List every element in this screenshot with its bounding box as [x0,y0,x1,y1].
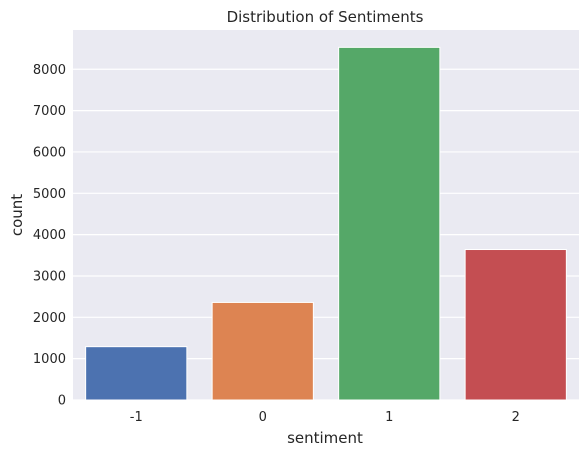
x-tick-label: 1 [385,410,393,425]
bars [85,46,567,401]
y-axis-label: count [8,194,26,236]
bar-sentiment-1 [338,46,441,401]
y-tick-label: 1000 [33,352,66,367]
x-tick-label: 0 [259,410,267,425]
x-tick-labels: -1 0 1 2 [130,410,520,425]
y-tick-label: 3000 [33,269,66,284]
y-tick-label: 7000 [33,104,66,119]
x-axis-label: sentiment [287,429,363,447]
bar-sentiment-0 [211,301,314,401]
chart-title: Distribution of Sentiments [227,8,424,26]
bar-sentiment-2 [464,249,567,401]
y-tick-label: 2000 [33,311,66,326]
y-tick-label: 6000 [33,145,66,160]
y-tick-labels: 0 1000 2000 3000 4000 5000 6000 7000 8000 [33,63,66,409]
y-tick-label: 8000 [33,63,66,78]
y-tick-label: 4000 [33,228,66,243]
bar-sentiment--1 [85,346,188,401]
x-tick-label: 2 [512,410,520,425]
y-tick-label: 5000 [33,187,66,202]
x-tick-label: -1 [130,410,143,425]
y-tick-label: 0 [58,394,66,409]
